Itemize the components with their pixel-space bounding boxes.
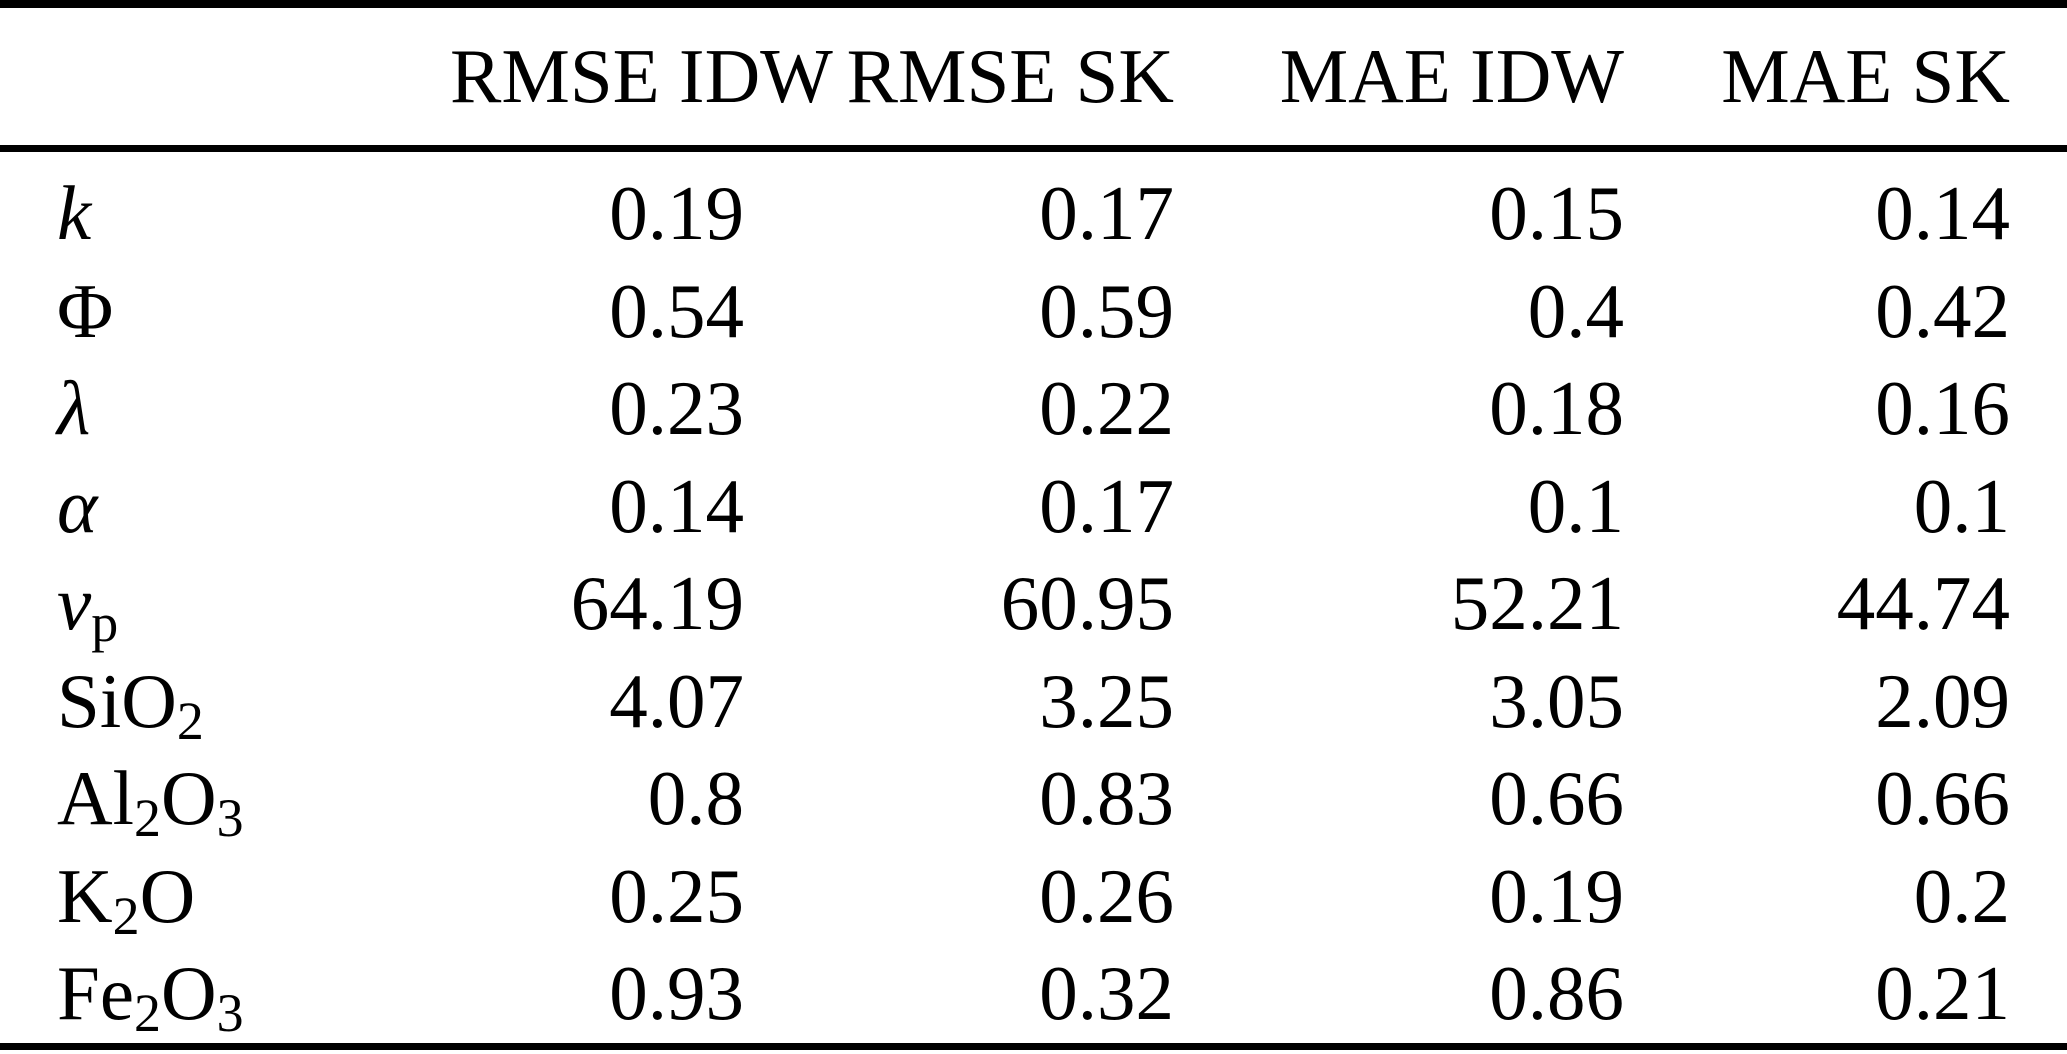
- value-cell: 0.14: [1875, 170, 2010, 257]
- table-row-α: α 0.14 0.17 0.1 0.1: [0, 458, 2067, 556]
- row-label: Fe2O3: [57, 950, 244, 1044]
- value-cell: 3.05: [1489, 657, 1624, 744]
- value-cell: 60.95: [1000, 560, 1174, 647]
- value-cell: 0.19: [609, 170, 744, 257]
- header-rmse-idw: RMSE IDW: [450, 33, 833, 119]
- value-cell: 0.8: [647, 755, 744, 842]
- table-row-vp: vp 64.19 60.95 52.21 44.74: [0, 555, 2067, 653]
- header-mae-idw: MAE IDW: [1279, 33, 1624, 119]
- value-cell: 0.32: [1039, 950, 1174, 1037]
- value-cell: 0.16: [1875, 365, 2010, 452]
- value-cell: 4.07: [609, 657, 744, 744]
- row-label: k: [57, 170, 92, 257]
- row-label: α: [57, 462, 98, 549]
- header-rmse-sk: RMSE SK: [846, 33, 1174, 119]
- table-row-k: k 0.19 0.17 0.15 0.14: [0, 165, 2067, 263]
- value-cell: 64.19: [570, 560, 744, 647]
- row-label: SiO2: [57, 657, 204, 751]
- table-body: k 0.19 0.17 0.15 0.14 Φ 0.54 0.59 0.4 0.42 λ 0.23 0.…: [0, 152, 2067, 1043]
- value-cell: 52.21: [1450, 560, 1624, 647]
- value-cell: 44.74: [1836, 560, 2010, 647]
- value-cell: 0.23: [609, 365, 744, 452]
- table-bottom-rule: [0, 1043, 2067, 1050]
- table-row-al2o3: Al2O3 0.8 0.83 0.66 0.66: [0, 750, 2067, 848]
- value-cell: 0.54: [609, 267, 744, 354]
- value-cell: 0.15: [1489, 170, 1624, 257]
- value-cell: 3.25: [1039, 657, 1174, 744]
- value-cell: 0.1: [1527, 462, 1624, 549]
- row-label: Al2O3: [57, 755, 244, 849]
- value-cell: 0.2: [1913, 852, 2010, 939]
- value-cell: 0.93: [609, 950, 744, 1037]
- value-cell: 0.66: [1875, 755, 2010, 842]
- value-cell: 2.09: [1875, 657, 2010, 744]
- table-header-rule: [0, 145, 2067, 152]
- value-cell: 0.25: [609, 852, 744, 939]
- value-cell: 0.83: [1039, 755, 1174, 842]
- value-cell: 0.66: [1489, 755, 1624, 842]
- value-cell: 0.59: [1039, 267, 1174, 354]
- value-cell: 0.42: [1875, 267, 2010, 354]
- table-row-fe2o3: Fe2O3 0.93 0.32 0.86 0.21: [0, 945, 2067, 1043]
- row-label: K2O: [57, 852, 196, 946]
- table-row-sio2: SiO2 4.07 3.25 3.05 2.09: [0, 653, 2067, 751]
- value-cell: 0.19: [1489, 852, 1624, 939]
- table-row-λ: λ 0.23 0.22 0.18 0.16: [0, 360, 2067, 458]
- header-mae-sk: MAE SK: [1721, 33, 2010, 119]
- value-cell: 0.17: [1039, 170, 1174, 257]
- value-cell: 0.86: [1489, 950, 1624, 1037]
- value-cell: 0.21: [1875, 950, 2010, 1037]
- row-label: vp: [57, 560, 119, 654]
- table-row-φ: Φ 0.54 0.59 0.4 0.42: [0, 263, 2067, 361]
- value-cell: 0.17: [1039, 462, 1174, 549]
- value-cell: 0.26: [1039, 852, 1174, 939]
- row-label: λ: [57, 365, 91, 452]
- value-cell: 0.1: [1913, 462, 2010, 549]
- value-cell: 0.18: [1489, 365, 1624, 452]
- table-top-rule: [0, 0, 2067, 8]
- value-cell: 0.14: [609, 462, 744, 549]
- table-header-row: RMSE IDW RMSE SK MAE IDW MAE SK: [0, 8, 2067, 145]
- value-cell: 0.4: [1527, 267, 1624, 354]
- value-cell: 0.22: [1039, 365, 1174, 452]
- table-row-k2o: K2O 0.25 0.26 0.19 0.2: [0, 848, 2067, 946]
- row-label: Φ: [57, 267, 114, 354]
